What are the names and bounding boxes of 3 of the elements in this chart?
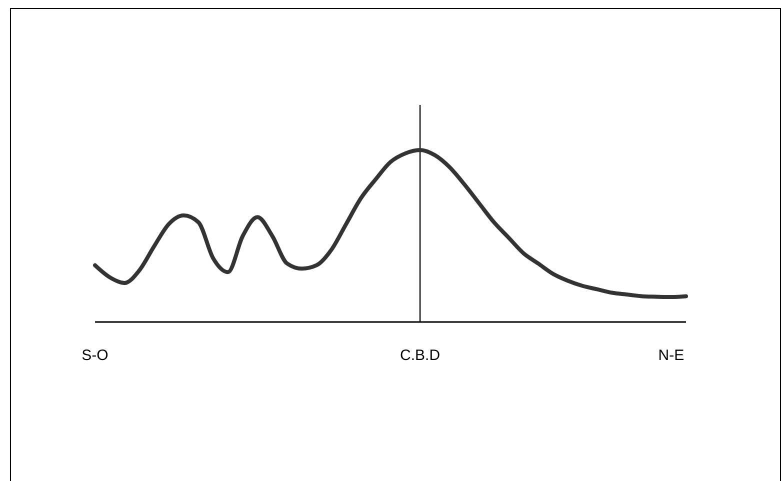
x-tick-label: S-O: [82, 347, 108, 364]
x-tick-label: C.B.D: [400, 347, 440, 364]
x-tick-label: N-E: [658, 347, 684, 364]
